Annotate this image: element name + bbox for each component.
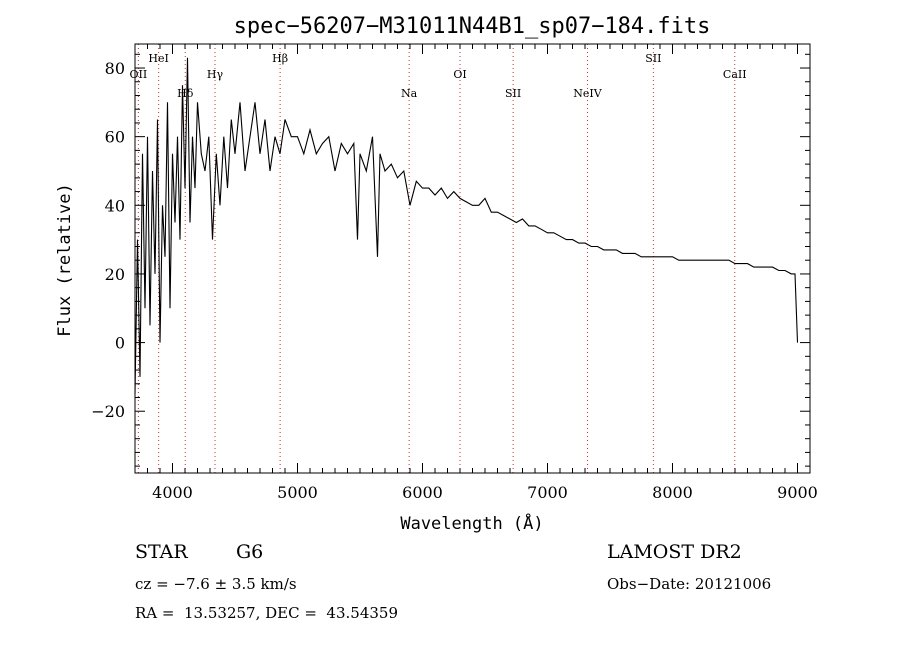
line-marker-label: OII: [130, 68, 148, 81]
line-marker-label: SII: [505, 87, 521, 100]
y-tick-label: 40: [105, 196, 125, 215]
line-marker-label: Hδ: [177, 87, 194, 100]
x-tick-label: 8000: [652, 483, 693, 502]
x-tick-label: 4000: [152, 483, 193, 502]
y-tick-label: 20: [105, 265, 125, 284]
x-axis: 4000 5000 6000 7000 8000 9000: [134, 44, 818, 502]
redshift-text: cz = −7.6 ± 3.5 km/s: [135, 575, 297, 593]
x-tick-label: 5000: [277, 483, 318, 502]
line-marker-label: SII: [645, 52, 661, 65]
line-marker-label: Hβ: [272, 52, 288, 65]
x-axis-label: Wavelength (Å): [400, 512, 543, 534]
spectral-subclass: G6: [236, 541, 264, 563]
y-tick-label: 0: [115, 334, 125, 353]
plot-frame: [134, 43, 811, 474]
y-axis-label: Flux (relative): [55, 183, 75, 337]
spectrum-line: [134, 57, 799, 395]
line-marker-label: HeI: [148, 52, 168, 65]
chart-title: spec−56207−M31011N44B1_sp07−184.fits: [234, 14, 711, 39]
line-marker-label: Hγ: [207, 68, 224, 81]
object-class: STAR: [135, 541, 188, 563]
x-tick-label: 9000: [777, 483, 818, 502]
y-tick-label: 80: [105, 59, 125, 78]
observation-date: Obs−Date: 20121006: [607, 575, 772, 593]
line-marker-label: OI: [453, 68, 466, 81]
line-marker-label: CaII: [723, 68, 747, 81]
y-tick-label: 60: [105, 128, 125, 147]
line-marker-label: NeIV: [573, 87, 602, 100]
line-marker-label: Na: [401, 87, 418, 100]
coordinates-text: RA = 13.53257, DEC = 43.54359: [135, 604, 399, 622]
y-tick-label: −20: [91, 402, 125, 421]
survey-name: LAMOST DR2: [607, 541, 742, 563]
x-tick-label: 7000: [527, 483, 568, 502]
x-tick-label: 6000: [402, 483, 443, 502]
y-axis: −20 0 20 40 60 80: [91, 53, 810, 467]
